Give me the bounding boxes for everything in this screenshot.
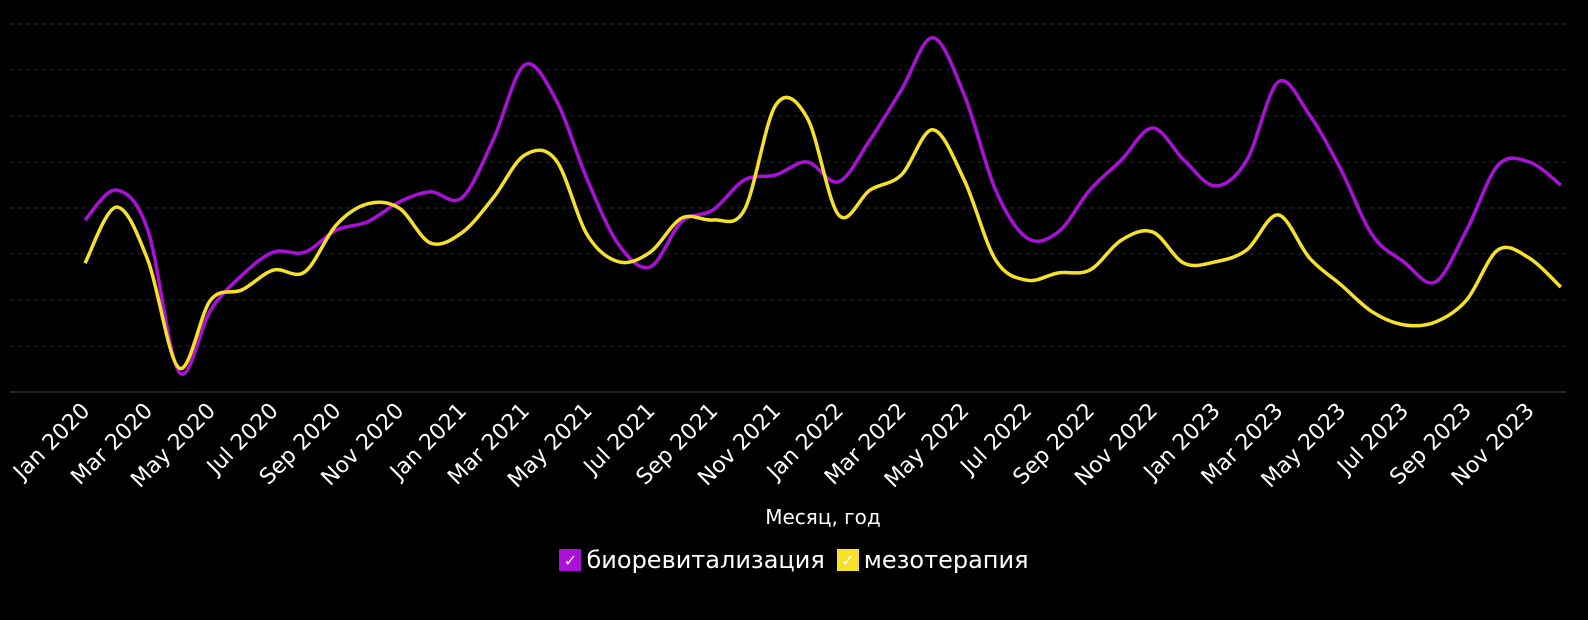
legend-item[interactable]: ✓ биоревитализация [559, 546, 825, 574]
legend: ✓ биоревитализация ✓ мезотерапия [0, 546, 1588, 574]
series-line [83, 95, 1563, 370]
legend-checkbox[interactable]: ✓ [836, 549, 859, 571]
legend-checkbox[interactable]: ✓ [559, 549, 582, 571]
legend-label: мезотерапия [863, 546, 1029, 574]
legend-label: биоревитализация [586, 546, 825, 574]
series-line [83, 36, 1562, 376]
x-axis-title: Месяц, год [765, 505, 881, 529]
legend-item[interactable]: ✓ мезотерапия [836, 546, 1029, 574]
